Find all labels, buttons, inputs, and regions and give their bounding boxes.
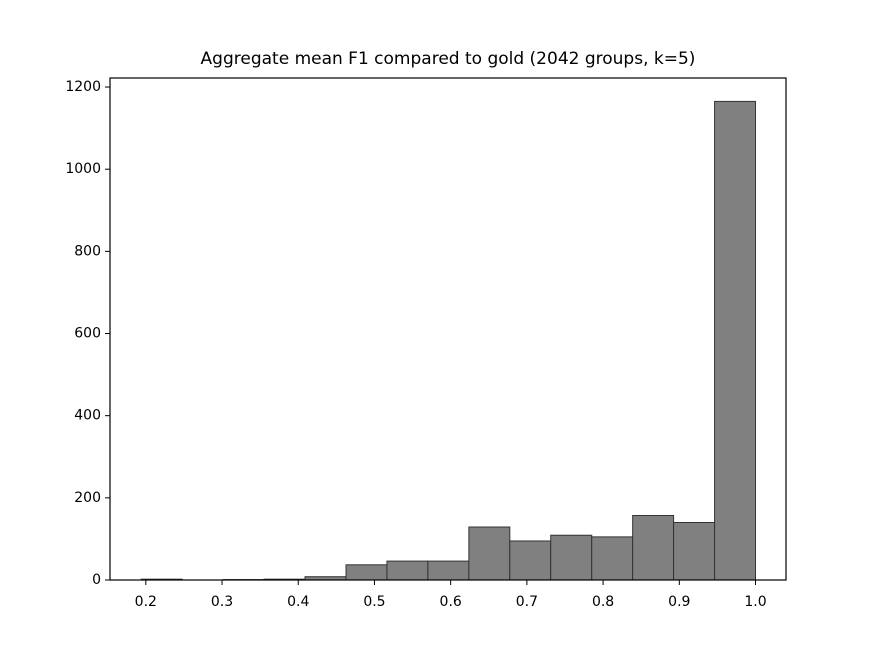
- bar: [427, 560, 470, 581]
- x-tick-label: 0.3: [211, 594, 233, 610]
- bar: [345, 564, 388, 581]
- y-tick-label: 600: [74, 326, 101, 342]
- bar: [386, 560, 429, 581]
- bar: [714, 100, 757, 581]
- bar: [468, 526, 511, 581]
- bar: [550, 534, 593, 581]
- y-tick-label: 200: [74, 490, 101, 506]
- x-tick-label: 0.9: [668, 594, 690, 610]
- x-tick-label: 0.6: [440, 594, 462, 610]
- x-tick-label: 0.8: [592, 594, 614, 610]
- y-tick-label: 400: [74, 408, 101, 424]
- bar: [509, 540, 552, 581]
- chart-title: Aggregate mean F1 compared to gold (2042…: [201, 49, 696, 69]
- bar: [673, 521, 716, 581]
- bar: [632, 515, 675, 581]
- y-tick-label: 800: [74, 243, 101, 259]
- x-tick-label: 0.7: [516, 594, 538, 610]
- y-tick-label: 1000: [65, 161, 101, 177]
- x-tick-label: 0.5: [363, 594, 385, 610]
- plot-frame: [109, 77, 787, 581]
- x-tick-label: 1.0: [744, 594, 766, 610]
- bar: [591, 536, 634, 581]
- y-tick-label: 1200: [65, 79, 101, 95]
- x-tick-label: 0.2: [135, 594, 157, 610]
- y-tick-label: 0: [92, 572, 101, 588]
- x-tick-label: 0.4: [287, 594, 309, 610]
